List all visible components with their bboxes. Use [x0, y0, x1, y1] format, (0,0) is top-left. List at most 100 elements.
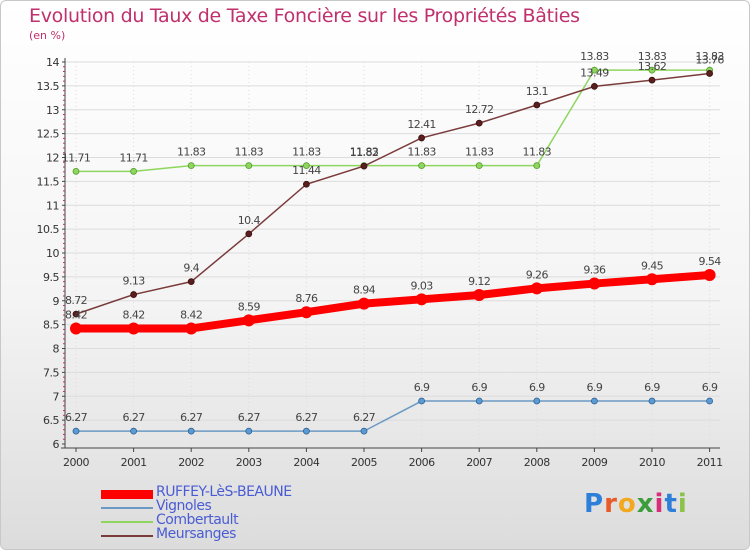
- y-tick-label: 7.5: [43, 366, 59, 379]
- data-point: [591, 82, 598, 90]
- x-tick-label: 2006: [409, 456, 435, 469]
- data-label: 9.54: [699, 255, 722, 268]
- data-point: [591, 397, 598, 405]
- data-label: 11.83: [292, 146, 321, 159]
- data-point: [242, 314, 255, 327]
- data-label: 13.83: [695, 50, 724, 63]
- data-label: 11.71: [119, 151, 148, 164]
- data-point: [185, 322, 198, 335]
- data-label: 6.27: [353, 411, 376, 424]
- logo-letter: r: [604, 489, 618, 519]
- data-point: [588, 277, 601, 290]
- y-tick-label: 6: [53, 438, 60, 451]
- data-label: 13.76: [695, 53, 724, 66]
- x-tick-label: 2010: [639, 456, 665, 469]
- data-point: [703, 268, 716, 281]
- logo-letter: t: [664, 489, 678, 519]
- data-label: 13.1: [526, 85, 548, 98]
- data-point: [358, 297, 370, 310]
- series-line-meursanges: [75, 72, 710, 315]
- y-tick-label: 12.5: [37, 128, 60, 141]
- y-tick-label: 14: [46, 56, 59, 69]
- data-label: 6.9: [702, 381, 718, 394]
- data-point: [127, 322, 140, 335]
- data-label: 12.41: [407, 118, 436, 131]
- data-point: [130, 167, 138, 175]
- y-tick-label: 10.5: [37, 223, 60, 236]
- data-label: 11.44: [292, 164, 321, 177]
- chart-axes: 66.577.588.599.51010.51111.51212.51313.5…: [37, 56, 724, 469]
- data-label: 11.83: [350, 146, 379, 159]
- data-point: [72, 427, 80, 435]
- legend-label: Combertault: [156, 512, 239, 528]
- data-label: 6.27: [295, 411, 318, 424]
- data-point: [360, 162, 368, 170]
- x-tick-label: 2002: [178, 456, 204, 469]
- data-label: 6.9: [529, 381, 545, 394]
- data-label: 11.83: [523, 146, 552, 159]
- y-tick-label: 6.5: [43, 414, 59, 427]
- y-tick-label: 11: [46, 199, 59, 212]
- data-point: [187, 427, 195, 435]
- logo-letter: i: [677, 489, 688, 519]
- y-tick-label: 13: [46, 104, 59, 117]
- data-label: 6.9: [644, 381, 660, 394]
- legend-label: Vignoles: [156, 498, 212, 514]
- y-tick-label: 9: [53, 295, 60, 308]
- chart-title: Evolution du Taux de Taxe Foncière sur l…: [29, 5, 580, 27]
- data-point: [302, 427, 310, 435]
- proxiti-logo: Proxiti: [584, 489, 688, 519]
- series-line-ruffey: [72, 270, 714, 333]
- data-point: [706, 397, 713, 405]
- data-label: 9.36: [583, 264, 606, 277]
- legend-swatch: [101, 489, 153, 499]
- x-tick-label: 2003: [236, 456, 262, 469]
- data-point: [533, 397, 541, 405]
- x-tick-label: 2004: [293, 456, 319, 469]
- data-label: 6.27: [238, 411, 261, 424]
- data-label: 8.42: [180, 308, 202, 321]
- data-label: 11.82: [350, 146, 379, 159]
- logo-letter: x: [636, 489, 655, 519]
- legend-swatch: [101, 507, 153, 509]
- y-tick-label: 12: [46, 152, 59, 165]
- data-point: [130, 291, 138, 298]
- data-point: [72, 310, 80, 318]
- x-tick-label: 2007: [466, 456, 492, 469]
- data-point: [591, 66, 598, 74]
- x-tick-label: 2009: [581, 456, 607, 469]
- data-point: [187, 162, 195, 170]
- logo-letter: P: [584, 489, 605, 519]
- data-label: 9.03: [411, 279, 434, 292]
- series-lines: [70, 66, 716, 435]
- data-point: [418, 162, 426, 170]
- data-label: 8.59: [238, 300, 261, 313]
- data-point: [475, 119, 483, 127]
- data-label: 8.72: [65, 294, 87, 307]
- data-label: 11.71: [62, 151, 91, 164]
- data-point: [187, 278, 195, 286]
- data-label: 13.83: [580, 50, 609, 63]
- data-label: 8.94: [353, 284, 376, 297]
- x-tick-label: 2008: [524, 456, 550, 469]
- y-tick-label: 10: [46, 247, 59, 260]
- data-point: [473, 289, 486, 302]
- data-point: [648, 76, 656, 84]
- data-point: [245, 230, 253, 238]
- data-label: 11.83: [465, 146, 494, 159]
- data-label: 13.83: [638, 50, 667, 63]
- data-label: 9.45: [641, 259, 664, 272]
- logo-letter: o: [617, 489, 637, 519]
- data-label: 6.9: [587, 381, 603, 394]
- legend-swatch: [101, 521, 153, 523]
- data-label: 10.4: [238, 214, 261, 227]
- data-label: 8.42: [123, 308, 145, 321]
- x-tick-label: 2000: [63, 456, 89, 469]
- data-point: [475, 162, 483, 170]
- series-line-vignoles: [76, 400, 710, 432]
- data-point: [533, 101, 541, 109]
- data-point: [130, 427, 138, 435]
- series-line-combertault: [76, 69, 710, 173]
- data-label: 13.62: [638, 60, 667, 73]
